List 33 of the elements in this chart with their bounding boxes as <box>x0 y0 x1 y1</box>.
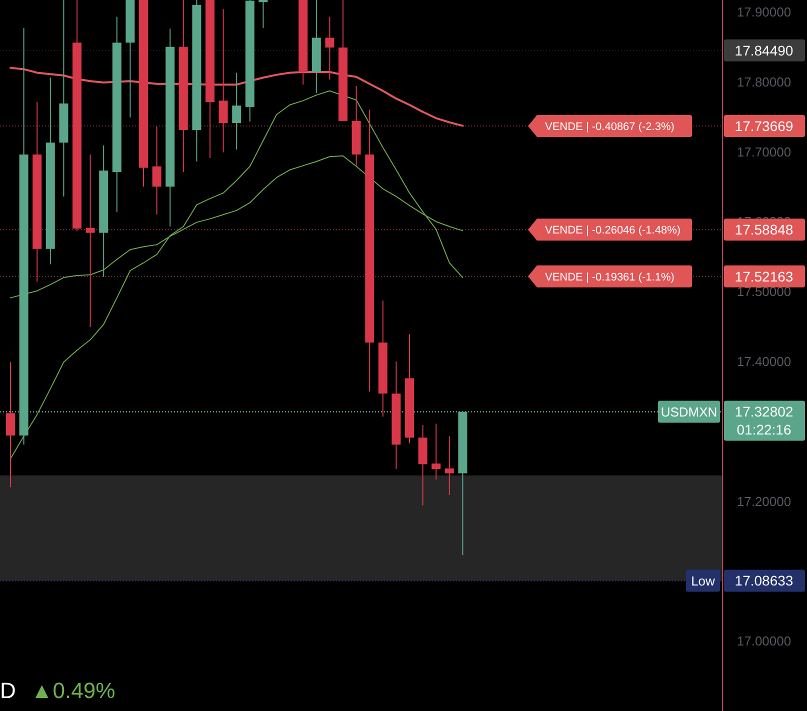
candlestick <box>325 16 334 80</box>
candlestick <box>152 126 162 216</box>
y-tick-label: 17.00000 <box>736 634 792 649</box>
ref-line-label: VENDE | -0.19361 (-1.1%) <box>545 271 674 284</box>
candlestick <box>232 72 242 150</box>
price-tag: 17.84490 <box>724 39 805 62</box>
callout-tag: VENDE | -0.26046 (-1.48%) <box>528 218 692 241</box>
y-tick-label: 17.80000 <box>736 74 792 90</box>
price-tag: 17.08633 <box>724 570 805 592</box>
ref-line-label: VENDE | -0.26046 (-1.48%) <box>545 224 681 237</box>
annotation: ▲0.49% <box>31 678 116 703</box>
ref-line-label: USDMXN <box>660 404 718 420</box>
candlestick <box>444 436 454 496</box>
candlestick <box>86 154 95 328</box>
candlestick <box>6 362 15 488</box>
name-tag: Low <box>686 570 720 592</box>
y-tick-label: 17.90000 <box>736 4 792 20</box>
price-tag: 17.58848 <box>724 218 805 241</box>
y-tick-label: 17.20000 <box>736 494 792 509</box>
annotation: D <box>0 678 16 703</box>
candlestick <box>218 8 228 153</box>
y-tick-label: 17.70000 <box>736 144 792 160</box>
line-series <box>10 90 464 460</box>
callout-tag: VENDE | -0.19361 (-1.1%) <box>528 265 692 288</box>
price-tag: 17.52163 <box>724 265 805 288</box>
name-tag: USDMXN <box>658 400 720 423</box>
callout-tag: VENDE | -0.40867 (-2.3%) <box>528 115 692 138</box>
y-tick-label: 17.40000 <box>736 354 792 369</box>
price-tag: 17.73669 <box>724 115 805 138</box>
ref-line-label: Low <box>691 573 716 588</box>
ref-line-label: VENDE | -0.40867 (-2.3%) <box>545 120 674 133</box>
candlestick <box>432 423 441 480</box>
price-tag: 17.32802 01:22:16 <box>724 400 805 441</box>
